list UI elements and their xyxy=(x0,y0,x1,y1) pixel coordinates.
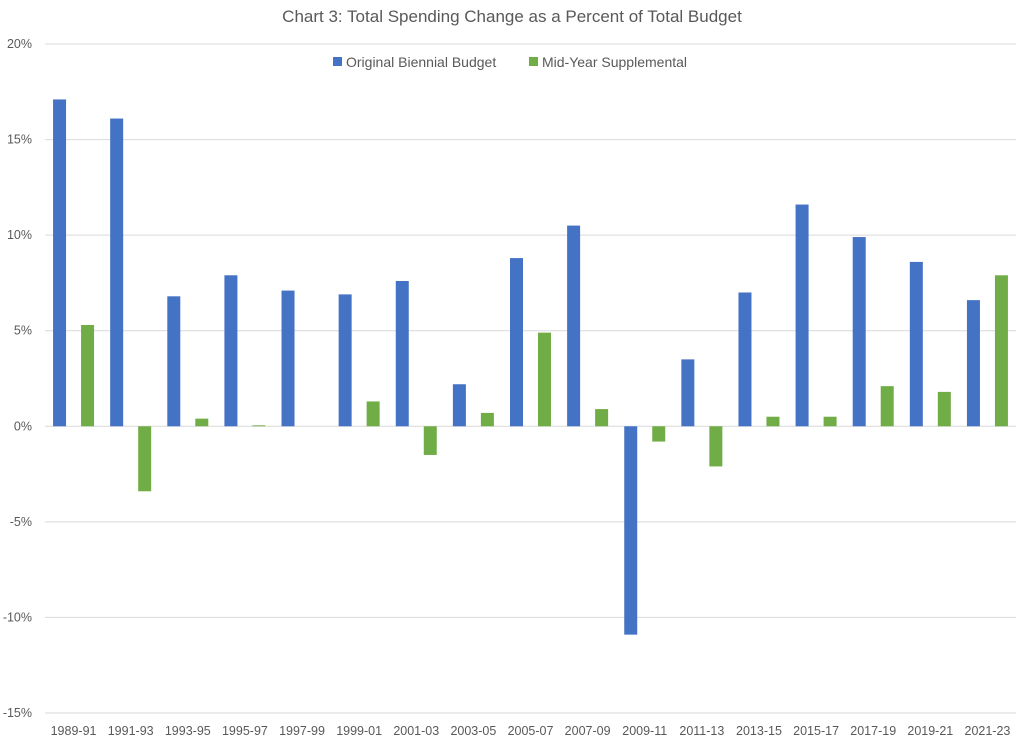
y-tick-label: -15% xyxy=(3,706,32,720)
bar-original-biennial xyxy=(167,296,181,427)
y-axis-tick-labels: 20% 15% 10% 5% 0% -5% -10% -15% xyxy=(3,37,32,720)
legend-swatch xyxy=(529,57,538,66)
legend: Original Biennial Budget Mid-Year Supplem… xyxy=(333,54,687,70)
bar-original-biennial xyxy=(395,281,409,427)
legend-label: Original Biennial Budget xyxy=(346,54,496,70)
x-tick-label: 2015-17 xyxy=(793,724,839,738)
x-tick-label: 1991-93 xyxy=(108,724,154,738)
bar-original-biennial xyxy=(738,292,752,427)
x-tick-label: 2013-15 xyxy=(736,724,782,738)
bar-mid-year-supplemental xyxy=(538,332,551,427)
x-tick-label: 1995-97 xyxy=(222,724,268,738)
bar-original-biennial xyxy=(852,237,866,427)
bar-original-biennial xyxy=(567,225,581,427)
x-tick-label: 1993-95 xyxy=(165,724,211,738)
bar-original-biennial xyxy=(624,426,638,635)
x-tick-label: 1999-01 xyxy=(336,724,382,738)
x-tick-label: 2001-03 xyxy=(393,724,439,738)
bar-mid-year-supplemental xyxy=(880,386,894,427)
bar-original-biennial xyxy=(966,300,980,427)
bar-mid-year-supplemental xyxy=(823,416,837,427)
bar-mid-year-supplemental xyxy=(994,275,1008,427)
bar-mid-year-supplemental xyxy=(138,426,152,492)
y-tick-label: -10% xyxy=(3,610,32,624)
x-tick-label: 1997-99 xyxy=(279,724,325,738)
bar-original-biennial xyxy=(338,294,352,427)
x-tick-label: 1989-91 xyxy=(51,724,97,738)
bar-mid-year-supplemental xyxy=(709,426,723,467)
bar-original-biennial xyxy=(53,99,67,427)
bar-original-biennial xyxy=(510,258,523,427)
bar-mid-year-supplemental xyxy=(652,426,666,442)
bar-mid-year-supplemental xyxy=(766,416,780,427)
bar-mid-year-supplemental xyxy=(252,425,266,427)
x-tick-label: 2021-23 xyxy=(965,724,1011,738)
y-tick-label: 15% xyxy=(7,133,32,147)
x-tick-label: 2011-13 xyxy=(679,724,724,738)
x-tick-label: 2009-11 xyxy=(622,724,667,738)
y-tick-label: 5% xyxy=(14,324,32,338)
x-axis-tick-labels: 1989-91 1991-93 1993-95 1995-97 1997-99 1999-… xyxy=(51,724,1011,738)
bar-mid-year-supplemental xyxy=(423,426,437,455)
bar-original-biennial xyxy=(224,275,238,427)
bar-original-biennial xyxy=(110,118,124,427)
bar-original-biennial xyxy=(281,290,295,427)
x-tick-label: 2005-07 xyxy=(508,724,554,738)
y-tick-label: 20% xyxy=(7,37,32,51)
bar-original-biennial xyxy=(681,359,695,427)
bar-mid-year-supplemental xyxy=(195,418,209,427)
bar-mid-year-supplemental xyxy=(366,401,380,427)
gridlines xyxy=(45,43,1016,714)
bar-mid-year-supplemental xyxy=(595,409,609,427)
bar-mid-year-supplemental xyxy=(81,324,95,427)
x-tick-label: 2017-19 xyxy=(850,724,896,738)
bar-original-biennial xyxy=(795,204,809,427)
y-tick-label: 0% xyxy=(14,419,32,433)
x-tick-label: 2019-21 xyxy=(907,724,953,738)
y-tick-label: 10% xyxy=(7,228,32,242)
x-tick-label: 2007-09 xyxy=(565,724,611,738)
x-tick-label: 2003-05 xyxy=(450,724,496,738)
bar-original-biennial xyxy=(452,384,466,427)
bar-mid-year-supplemental xyxy=(937,391,951,427)
bar-mid-year-supplemental xyxy=(480,412,494,427)
chart-title: Chart 3: Total Spending Change as a Perc… xyxy=(282,7,742,26)
bars xyxy=(53,99,1008,635)
bar-original-biennial xyxy=(909,261,923,427)
y-tick-label: -5% xyxy=(10,515,32,529)
legend-swatch xyxy=(333,57,342,66)
legend-label: Mid-Year Supplemental xyxy=(542,54,687,70)
